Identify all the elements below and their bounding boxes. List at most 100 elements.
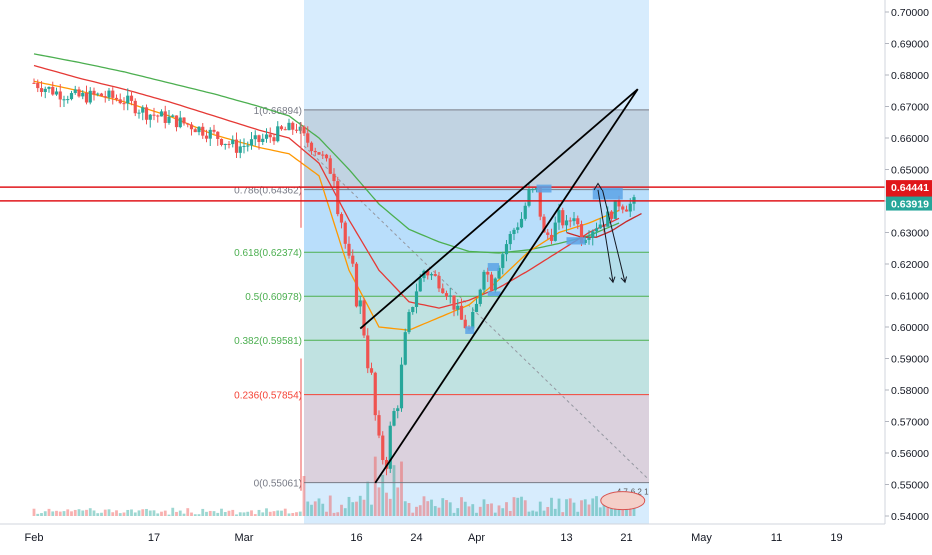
- candle[interactable]: [36, 79, 40, 93]
- candle[interactable]: [523, 202, 527, 221]
- candle[interactable]: [369, 362, 374, 375]
- candle[interactable]: [493, 277, 497, 293]
- candle[interactable]: [62, 95, 66, 108]
- candle[interactable]: [448, 287, 452, 304]
- candle[interactable]: [219, 138, 224, 147]
- candle[interactable]: [163, 105, 167, 129]
- candle[interactable]: [549, 228, 554, 245]
- candle[interactable]: [568, 217, 572, 228]
- candle[interactable]: [621, 204, 625, 214]
- candle[interactable]: [189, 122, 194, 136]
- candle[interactable]: [306, 126, 310, 148]
- candle[interactable]: [598, 217, 602, 230]
- candle[interactable]: [624, 205, 629, 212]
- candle[interactable]: [212, 124, 216, 134]
- candle[interactable]: [328, 155, 332, 175]
- candle[interactable]: [279, 124, 284, 131]
- candle[interactable]: [561, 207, 565, 229]
- candle[interactable]: [118, 93, 122, 105]
- candle[interactable]: [594, 222, 599, 237]
- candle[interactable]: [58, 84, 62, 108]
- candle[interactable]: [452, 295, 456, 317]
- candle[interactable]: [538, 187, 542, 221]
- candle[interactable]: [126, 88, 130, 111]
- candle[interactable]: [227, 140, 231, 149]
- candle[interactable]: [249, 131, 254, 150]
- marker-box[interactable]: [465, 326, 475, 334]
- candle[interactable]: [103, 90, 107, 103]
- candle[interactable]: [572, 212, 576, 226]
- candle[interactable]: [546, 228, 550, 240]
- candle[interactable]: [313, 147, 317, 157]
- candle[interactable]: [167, 109, 171, 125]
- candle[interactable]: [242, 138, 246, 154]
- candle[interactable]: [358, 295, 362, 315]
- candle[interactable]: [84, 85, 89, 105]
- candle[interactable]: [531, 188, 535, 193]
- candle[interactable]: [501, 251, 505, 275]
- candle[interactable]: [208, 127, 212, 146]
- candle[interactable]: [144, 104, 149, 125]
- candle[interactable]: [261, 133, 265, 146]
- candle[interactable]: [396, 405, 400, 419]
- candle[interactable]: [43, 86, 47, 99]
- candle[interactable]: [377, 410, 381, 439]
- candle[interactable]: [576, 215, 580, 230]
- candle[interactable]: [171, 114, 175, 118]
- candle[interactable]: [362, 297, 366, 338]
- candle[interactable]: [272, 134, 276, 145]
- candle[interactable]: [201, 123, 205, 139]
- candle[interactable]: [51, 81, 55, 96]
- marker-box[interactable]: [487, 291, 501, 297]
- candle[interactable]: [137, 109, 141, 119]
- candle[interactable]: [114, 94, 119, 102]
- trend-line[interactable]: [374, 88, 639, 484]
- up-arrow-marker[interactable]: [593, 182, 603, 191]
- candle[interactable]: [429, 272, 434, 280]
- candle[interactable]: [81, 90, 85, 100]
- projection-arrow[interactable]: [597, 189, 616, 284]
- candle[interactable]: [291, 121, 295, 135]
- candle[interactable]: [257, 134, 261, 150]
- candle[interactable]: [141, 105, 145, 121]
- candle[interactable]: [298, 121, 302, 134]
- candle[interactable]: [99, 92, 104, 97]
- candle[interactable]: [156, 114, 160, 123]
- candle[interactable]: [133, 98, 137, 117]
- candle[interactable]: [553, 216, 557, 242]
- candle[interactable]: [516, 222, 520, 234]
- marker-box[interactable]: [566, 237, 586, 245]
- candle[interactable]: [519, 212, 524, 229]
- candle[interactable]: [186, 122, 190, 128]
- candle[interactable]: [508, 231, 512, 250]
- marker-box[interactable]: [487, 263, 499, 271]
- candle[interactable]: [238, 139, 242, 159]
- candle[interactable]: [463, 314, 467, 329]
- candle[interactable]: [182, 117, 186, 126]
- candle[interactable]: [302, 125, 306, 137]
- candle[interactable]: [317, 151, 321, 156]
- candle[interactable]: [564, 215, 569, 233]
- candle[interactable]: [504, 240, 509, 262]
- candle[interactable]: [587, 230, 591, 245]
- candle[interactable]: [474, 298, 479, 313]
- candle[interactable]: [111, 87, 115, 105]
- candle[interactable]: [609, 210, 614, 222]
- candle[interactable]: [283, 126, 287, 131]
- candle[interactable]: [268, 127, 272, 143]
- candle[interactable]: [148, 113, 152, 128]
- candle[interactable]: [204, 129, 209, 143]
- candle[interactable]: [234, 132, 239, 159]
- candle[interactable]: [253, 130, 257, 146]
- candle[interactable]: [54, 87, 59, 96]
- candle[interactable]: [366, 328, 370, 374]
- candle[interactable]: [482, 269, 486, 294]
- candle[interactable]: [456, 299, 460, 316]
- candle[interactable]: [96, 92, 100, 97]
- candle[interactable]: [287, 118, 291, 131]
- candle[interactable]: [294, 123, 299, 134]
- candle[interactable]: [471, 307, 475, 330]
- trend-line[interactable]: [359, 88, 639, 330]
